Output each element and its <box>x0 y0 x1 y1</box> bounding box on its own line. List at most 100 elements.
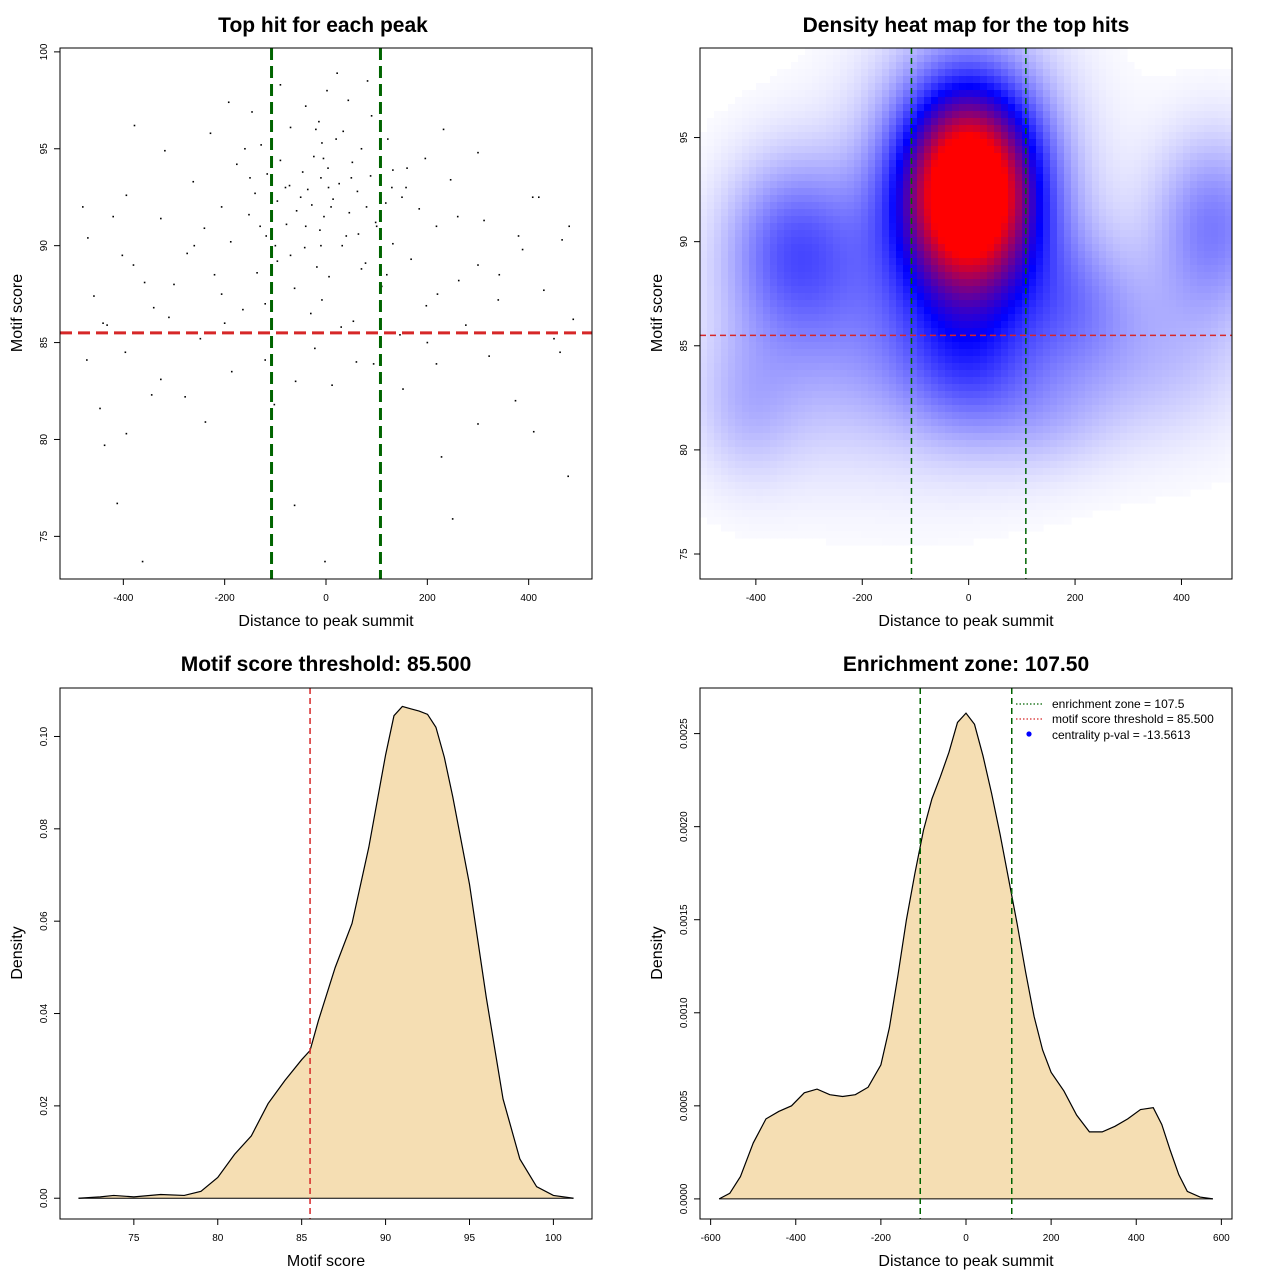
heatmap-cell <box>1148 174 1156 182</box>
heatmap-cell <box>875 209 883 217</box>
heatmap-cell <box>889 223 897 231</box>
heatmap-cell <box>868 454 876 462</box>
heatmap-cell <box>714 328 722 336</box>
heatmap-cell <box>980 62 988 70</box>
heatmap-cell <box>1029 349 1037 357</box>
heatmap-cell <box>728 307 736 315</box>
heatmap-cell <box>847 398 855 406</box>
heatmap-cell <box>756 300 764 308</box>
heatmap-cell <box>1106 482 1114 490</box>
heatmap-cell <box>763 111 771 119</box>
heatmap-cell <box>826 349 834 357</box>
heatmap-cell <box>721 307 729 315</box>
heatmap-cell <box>1071 202 1079 210</box>
heatmap-cell <box>980 510 988 518</box>
heatmap-cell <box>1099 244 1107 252</box>
heatmap-cell <box>973 454 981 462</box>
heatmap-cell <box>1029 146 1037 154</box>
heatmap-cell <box>763 160 771 168</box>
heatmap-cell <box>910 62 918 70</box>
heatmap-cell <box>1001 328 1009 336</box>
heatmap-cell <box>1008 244 1016 252</box>
heatmap-cell <box>952 104 960 112</box>
heatmap-cell <box>1127 398 1135 406</box>
scatter-point <box>209 132 212 135</box>
heatmap-cell <box>945 356 953 364</box>
heatmap-cell <box>1015 111 1023 119</box>
heatmap-cell <box>1183 90 1191 98</box>
heatmap-cell <box>742 237 750 245</box>
heatmap-cell <box>1148 251 1156 259</box>
heatmap-cell <box>798 447 806 455</box>
heatmap-cell <box>1064 349 1072 357</box>
heatmap-cell <box>952 202 960 210</box>
heatmap-cell <box>798 279 806 287</box>
heatmap-cell <box>1001 237 1009 245</box>
heatmap-cell <box>1148 111 1156 119</box>
heatmap-cell <box>1141 181 1149 189</box>
heatmap-cell <box>805 265 813 273</box>
heatmap-cell <box>861 146 869 154</box>
heatmap-cell <box>980 76 988 84</box>
heatmap-cell <box>1148 209 1156 217</box>
heatmap-cell <box>1190 391 1198 399</box>
heatmap-cell <box>1106 335 1114 343</box>
heatmap-cell <box>798 209 806 217</box>
heatmap-cell <box>994 174 1002 182</box>
scatter-point <box>306 188 309 191</box>
heatmap-cell <box>1071 293 1079 301</box>
heatmap-cell <box>938 279 946 287</box>
heatmap-cell <box>1008 181 1016 189</box>
heatmap-cell <box>812 286 820 294</box>
heatmap-cell <box>882 489 890 497</box>
heatmap-cell <box>854 293 862 301</box>
heatmap-cell <box>966 398 974 406</box>
heatmap-cell <box>1050 440 1058 448</box>
heatmap-cell <box>1155 202 1163 210</box>
heatmap-cell <box>1085 286 1093 294</box>
heatmap-cell <box>1162 223 1170 231</box>
heatmap-cell <box>1127 391 1135 399</box>
heatmap-cell <box>1036 181 1044 189</box>
heatmap-cell <box>1092 314 1100 322</box>
heatmap-cell <box>728 293 736 301</box>
scatter-point <box>251 111 253 113</box>
heatmap-cell <box>966 265 974 273</box>
heatmap-cell <box>1071 391 1079 399</box>
heatmap-cell <box>840 489 848 497</box>
heatmap-cell <box>1162 356 1170 364</box>
heatmap-cell <box>1057 195 1065 203</box>
heatmap-cell <box>1064 307 1072 315</box>
heatmap-cell <box>1036 475 1044 483</box>
heatmap-cell <box>749 405 757 413</box>
heatmap-cell <box>882 510 890 518</box>
heatmap-cell <box>896 391 904 399</box>
heatmap-cell <box>994 125 1002 133</box>
heatmap-cell <box>805 335 813 343</box>
heatmap-cell <box>1134 181 1142 189</box>
heatmap-cell <box>1064 83 1072 91</box>
heatmap-cell <box>903 139 911 147</box>
heatmap-cell <box>735 510 743 518</box>
heatmap-cell <box>1008 146 1016 154</box>
heatmap-cell <box>868 167 876 175</box>
heatmap-cell <box>896 160 904 168</box>
heatmap-cell <box>1029 307 1037 315</box>
heatmap-cell <box>1099 426 1107 434</box>
heatmap-cell <box>1015 223 1023 231</box>
heatmap-cell <box>1134 384 1142 392</box>
heatmap-cell <box>770 300 778 308</box>
heatmap-cell <box>896 335 904 343</box>
heatmap-cell <box>826 510 834 518</box>
heatmap-cell <box>952 510 960 518</box>
heatmap-cell <box>1085 328 1093 336</box>
heatmap-cell <box>798 412 806 420</box>
heatmap-cell <box>700 132 708 140</box>
heatmap-cell <box>973 111 981 119</box>
heatmap-cell <box>1127 482 1135 490</box>
heatmap-cell <box>861 139 869 147</box>
heatmap-cell <box>931 62 939 70</box>
heatmap-cell <box>861 195 869 203</box>
heatmap-cell <box>1106 202 1114 210</box>
heatmap-cell <box>938 524 946 532</box>
